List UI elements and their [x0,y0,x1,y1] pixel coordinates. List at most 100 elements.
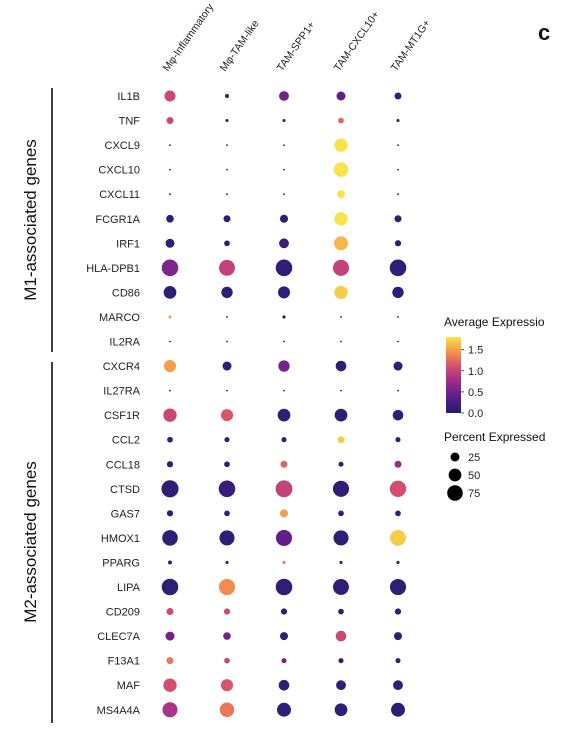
color-legend: Average Expressio 1.5 1.0 0.5 0.0 [444,315,545,420]
dot-CD209-1 [223,608,231,615]
size-legend-label-2: 75 [468,488,480,500]
dot-GAS7-0 [166,510,174,517]
dot-CLEC7A-0 [165,631,175,641]
gene-label-CXCR4: CXCR4 [103,361,140,373]
dot-IL1B-3 [336,91,346,101]
dot-CXCR4-0 [163,360,177,373]
dot-F13A1-2 [281,658,287,664]
colorbar-ticks: 1.5 1.0 0.5 0.0 [461,345,483,420]
group-brackets: M1-associated genes M2-associated genes [21,88,53,723]
gene-label-CD86: CD86 [112,287,140,299]
size-legend-dot-0 [450,452,460,462]
dot-CLEC7A-3 [335,630,347,642]
dot-FCGR1A-3 [334,212,348,226]
dot-CCL2-4 [395,437,401,443]
gene-label-CXCL11: CXCL11 [99,189,140,201]
dot-IRF1-1 [224,240,230,247]
size-legend-title: Percent Expressed [444,430,545,444]
dot-LIPA-0 [161,578,179,596]
dot-CCL2-0 [167,436,173,443]
size-legend: Percent Expressed 25 50 75 [444,430,545,501]
dot-IL1B-0 [164,90,176,102]
dot-IL2RA-0 [169,340,171,343]
dot-CXCR4-4 [393,361,403,371]
gene-label-IL27RA: IL27RA [103,386,140,398]
dot-CXCL11-3 [336,190,346,199]
colorbar-tick-1: 1.0 [468,366,483,378]
dot-PPARG-2 [282,560,286,565]
dot-IL27RA-0 [169,389,171,392]
dot-CLEC7A-2 [279,632,289,641]
gene-label-LIPA: LIPA [117,582,141,594]
column-labels: Mφ-Inflammatory Mφ-TAM-like TAM-SPP1+ TAM-C… [161,1,433,74]
dot-MS4A4A-2 [277,702,291,717]
column-label-1: Mφ-TAM-like [218,18,262,74]
column-label-2: TAM-SPP1+ [275,19,318,73]
dot-CD209-2 [280,608,288,615]
dot-IRF1-0 [165,238,175,248]
dot-CCL2-2 [281,437,287,443]
gene-label-CCL2: CCL2 [112,435,140,447]
dot-F13A1-0 [166,657,174,665]
dot-GAS7-2 [279,509,289,518]
dot-HMOX1-0 [162,530,178,546]
dot-PPARG-3 [339,560,343,565]
dot-GAS7-3 [338,510,344,517]
dot-IL27RA-1 [226,389,228,392]
dot-CXCL11-4 [397,193,399,196]
gene-label-IL1B: IL1B [117,91,140,103]
dot-F13A1-3 [338,658,344,664]
dot-HLA-DPB1-2 [275,259,293,277]
gene-label-FCGR1A: FCGR1A [95,214,140,226]
size-legend-dot-1 [448,468,462,482]
dot-CXCL10-0 [169,168,171,171]
colorbar-title: Average Expressio [444,315,545,329]
dot-CD209-0 [166,608,174,616]
m1-group-label: M1-associated genes [21,139,40,301]
gene-label-CSF1R: CSF1R [104,410,140,422]
size-legend-items: 25 50 75 [447,452,480,501]
dot-CLEC7A-4 [393,632,403,641]
colorbar-tick-3: 0.0 [468,408,483,420]
dot-IL27RA-2 [283,389,285,392]
gene-label-CTSD: CTSD [110,484,140,496]
dot-F13A1-4 [395,658,401,664]
dot-IRF1-4 [394,240,402,247]
colorbar-tick-0: 1.5 [468,345,483,357]
dot-TNF-3 [338,117,344,124]
dot-MAF-1 [220,679,234,692]
size-legend-dot-2 [447,485,463,501]
dot-FCGR1A-4 [394,215,402,223]
m2-group-label: M2-associated genes [21,461,40,623]
dot-IL27RA-3 [340,389,342,392]
dot-FCGR1A-0 [166,214,174,223]
gene-label-IL2RA: IL2RA [109,337,140,349]
dot-HMOX1-1 [219,530,235,546]
dot-grid [161,90,407,718]
dot-PPARG-1 [225,560,229,565]
dot-IL2RA-2 [283,340,285,343]
dot-MARCO-1 [226,316,228,318]
gene-label-CXCL10: CXCL10 [98,165,140,177]
dot-TNF-1 [225,118,229,123]
gene-labels: IL1B TNF CXCL9 CXCL10 CXCL11 FCGR1A IRF1 HLA-DP… [86,91,140,717]
dot-CTSD-0 [161,480,179,498]
gene-label-CCL18: CCL18 [106,459,140,471]
dot-HMOX1-2 [275,529,293,546]
colorbar-tick-2: 0.5 [468,387,483,399]
panel-label: c [538,20,550,45]
dot-MARCO-3 [340,316,342,318]
gene-label-F13A1: F13A1 [108,656,140,668]
gene-label-HMOX1: HMOX1 [101,533,140,545]
dot-CXCR4-1 [222,361,232,371]
dot-CD86-4 [392,286,404,299]
gene-label-CLEC7A: CLEC7A [97,631,140,643]
dot-CD209-4 [394,608,402,615]
dot-CCL2-1 [224,437,230,443]
dot-CTSD-4 [389,480,407,497]
dot-LIPA-2 [275,578,293,596]
dot-IL2RA-3 [340,340,342,343]
dot-CCL18-0 [166,461,174,468]
dot-MAF-0 [163,678,177,692]
dot-MARCO-4 [397,316,399,318]
